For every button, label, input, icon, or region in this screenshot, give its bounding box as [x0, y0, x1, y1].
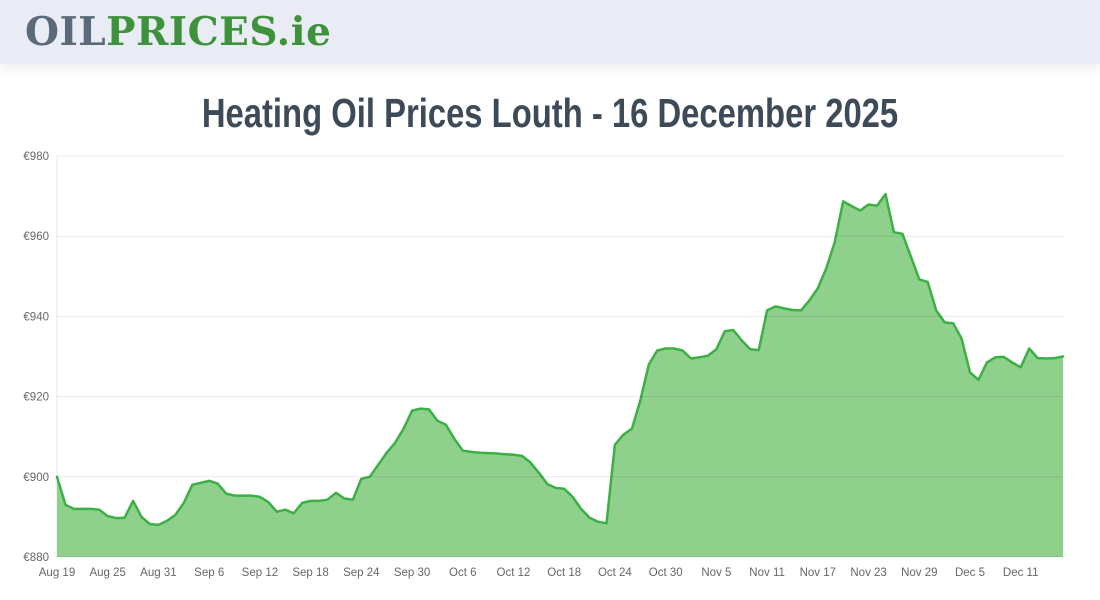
site-logo[interactable]: OILPRICES.ie	[25, 12, 331, 52]
logo-text-ie: .ie	[276, 8, 332, 55]
site-header: OILPRICES.ie	[0, 0, 1100, 64]
x-axis-label: Oct 12	[497, 567, 531, 579]
x-axis-label: Sep 30	[394, 567, 430, 579]
x-axis-label: Sep 24	[343, 567, 380, 579]
y-axis-label: €920	[23, 392, 49, 404]
x-axis-label: Aug 25	[89, 567, 125, 579]
x-axis-label: Nov 11	[749, 567, 785, 579]
x-axis-label: Oct 24	[598, 567, 632, 579]
x-axis-label: Sep 18	[292, 567, 328, 579]
y-axis-label: €940	[23, 311, 49, 323]
x-axis-label: Aug 31	[140, 567, 176, 579]
x-axis-label: Nov 29	[901, 567, 937, 579]
x-axis-label: Dec 5	[955, 567, 985, 579]
price-chart[interactable]: €880 €900 €920 €940 €960 €980 Aug 19 Aug 25 Aug …	[0, 145, 1100, 600]
logo-text-prices: PRICES	[106, 8, 277, 55]
logo-text-oil: OIL	[25, 8, 107, 55]
x-axis-label: Oct 30	[649, 567, 683, 579]
x-axis-label: Nov 17	[800, 567, 836, 579]
y-axis-label: €980	[23, 151, 49, 163]
price-area-series[interactable]	[57, 194, 1063, 557]
y-axis-label: €900	[23, 472, 49, 484]
x-axis-label: Oct 6	[449, 567, 476, 579]
y-axis-label: €960	[23, 231, 49, 243]
x-axis-label: Nov 23	[850, 567, 886, 579]
x-axis-label: Oct 18	[547, 567, 581, 579]
page-title: Heating Oil Prices Louth - 16 December 2…	[201, 90, 899, 136]
x-axis-label: Dec 11	[1003, 567, 1039, 579]
price-chart-svg: €880 €900 €920 €940 €960 €980 Aug 19 Aug 25 Aug …	[23, 151, 1065, 579]
x-axis-label: Sep 12	[242, 567, 278, 579]
x-axis-label: Nov 5	[701, 567, 731, 579]
y-axis-label: €880	[23, 552, 49, 564]
x-axis-label: Sep 6	[194, 567, 224, 579]
x-axis-label: Aug 19	[39, 567, 75, 579]
price-line	[55, 192, 1065, 527]
